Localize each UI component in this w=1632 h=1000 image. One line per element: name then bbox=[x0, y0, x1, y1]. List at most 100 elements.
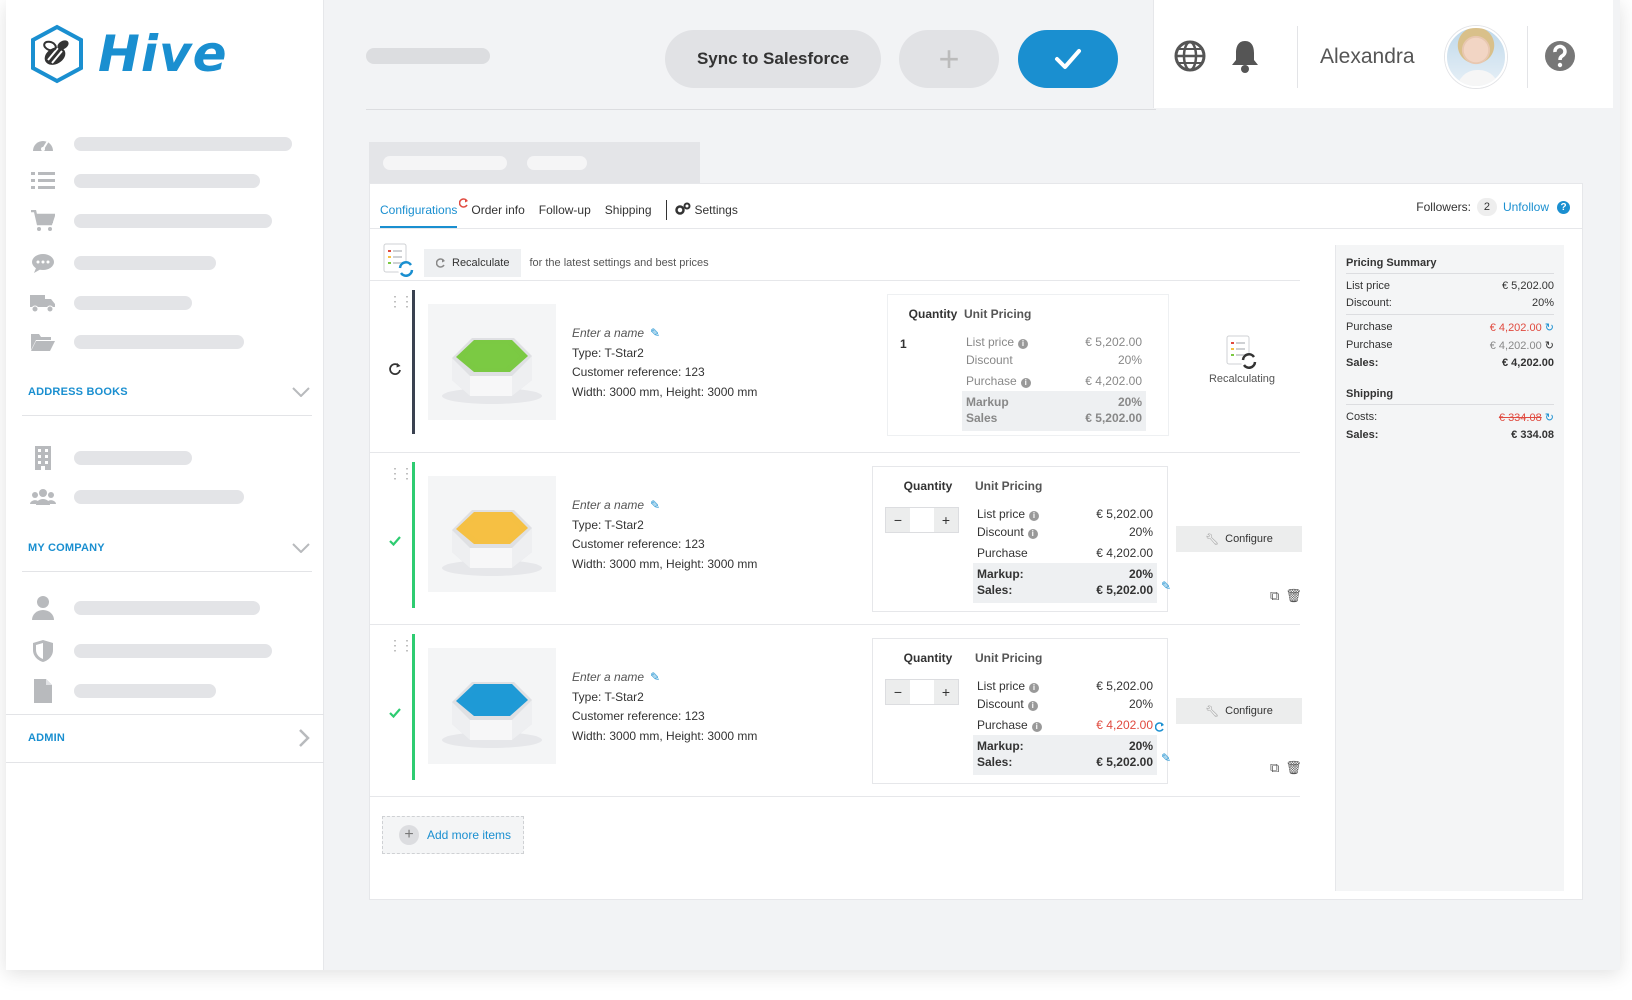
drag-handle-icon[interactable]: ⋮⋮ bbox=[388, 637, 414, 653]
gears-icon bbox=[674, 202, 691, 219]
purchase-row: Purchase € 4,202.00 bbox=[977, 546, 1153, 560]
tab-settings[interactable]: Settings bbox=[694, 203, 738, 217]
markup-label: Markup: bbox=[977, 739, 1024, 753]
nav-item-profile[interactable] bbox=[28, 593, 260, 623]
pricing-panel: Quantity Unit Pricing 1 List price i € 5,2… bbox=[887, 294, 1169, 436]
summary-sales: Sales: € 4,202.00 bbox=[1346, 357, 1554, 369]
quantity-stepper[interactable]: − + bbox=[885, 679, 959, 705]
name-field[interactable]: Enter a name ✎ bbox=[572, 496, 757, 516]
nav-label-placeholder bbox=[74, 644, 272, 658]
info-icon[interactable]: i bbox=[1031, 722, 1042, 732]
add-button[interactable]: + bbox=[899, 30, 999, 88]
user-name[interactable]: Alexandra bbox=[1320, 45, 1415, 68]
pencil-icon[interactable]: ✎ bbox=[650, 670, 661, 684]
copy-icon[interactable]: ⧉ bbox=[1270, 588, 1286, 603]
product-image[interactable] bbox=[428, 648, 556, 764]
tab-configurations[interactable]: Configurations bbox=[380, 203, 458, 228]
section-admin[interactable]: ADMIN bbox=[28, 728, 310, 748]
pencil-icon[interactable]: ✎ bbox=[1161, 751, 1172, 765]
refresh-icon[interactable]: ↻ bbox=[1544, 340, 1554, 352]
tab-order-info[interactable]: Order info bbox=[471, 203, 525, 217]
users-icon bbox=[28, 485, 58, 509]
drag-handle-icon[interactable]: ⋮⋮ bbox=[388, 465, 414, 481]
add-more-items-button[interactable]: + Add more items bbox=[382, 816, 524, 854]
divider bbox=[22, 415, 312, 416]
decrement-button[interactable]: − bbox=[886, 508, 910, 532]
pencil-icon[interactable]: ✎ bbox=[1161, 579, 1172, 593]
recalculate-button[interactable]: Recalculate bbox=[424, 248, 522, 277]
pencil-icon[interactable]: ✎ bbox=[650, 326, 661, 340]
configure-button[interactable]: 🔧︎ Configure bbox=[1176, 526, 1302, 552]
refresh-icon[interactable]: ↻ bbox=[1544, 412, 1554, 424]
app-window: Hive ADDRESS BOOKS bbox=[6, 0, 1620, 970]
nav-item-messages[interactable] bbox=[28, 248, 216, 278]
question-icon[interactable]: ? bbox=[1557, 200, 1570, 214]
unit-pricing-header: Unit Pricing bbox=[964, 307, 1032, 321]
section-my-company[interactable]: MY COMPANY bbox=[28, 542, 310, 554]
nav-item-contacts[interactable] bbox=[28, 482, 244, 512]
tab-follow-up[interactable]: Follow-up bbox=[538, 203, 591, 217]
pencil-icon[interactable]: ✎ bbox=[650, 498, 661, 512]
label: Sales: bbox=[1346, 429, 1379, 441]
info-icon[interactable]: i bbox=[1029, 683, 1040, 693]
refresh-icon[interactable] bbox=[1154, 719, 1165, 737]
customer-reference: Customer reference: 123 bbox=[572, 709, 705, 723]
product-image[interactable] bbox=[428, 304, 556, 420]
chevron-right-icon bbox=[299, 729, 310, 747]
configure-button[interactable]: 🔧︎ Configure bbox=[1176, 698, 1302, 724]
name-field[interactable]: Enter a name ✎ bbox=[572, 668, 757, 688]
avatar[interactable] bbox=[1445, 26, 1507, 88]
nav-item-documents[interactable] bbox=[28, 676, 216, 706]
info-icon[interactable]: i bbox=[1029, 511, 1040, 521]
nav-label-placeholder bbox=[74, 451, 192, 465]
info-icon[interactable]: i bbox=[1027, 529, 1038, 539]
unit-pricing-header: Unit Pricing bbox=[975, 479, 1043, 493]
copy-icon[interactable]: ⧉ bbox=[1270, 760, 1286, 775]
refresh-icon[interactable]: ↻ bbox=[1544, 322, 1554, 334]
logo[interactable]: Hive bbox=[28, 24, 228, 84]
nav-item-dashboard[interactable] bbox=[28, 129, 292, 159]
list-price-value: € 5,202.00 bbox=[1085, 335, 1142, 349]
decrement-button[interactable]: − bbox=[886, 680, 910, 704]
nav-item-shipping[interactable] bbox=[28, 288, 192, 318]
unfollow-link[interactable]: Unfollow bbox=[1502, 200, 1549, 214]
info-icon[interactable]: i bbox=[1018, 339, 1029, 349]
nav-item-list[interactable] bbox=[28, 166, 260, 196]
label: Purchase bbox=[1346, 321, 1393, 333]
product-image[interactable] bbox=[428, 476, 556, 592]
nav-item-files[interactable] bbox=[28, 327, 244, 357]
plus-circle-icon: + bbox=[399, 825, 419, 845]
nav-item-companies[interactable] bbox=[28, 443, 192, 473]
info-icon[interactable]: i bbox=[1027, 701, 1038, 711]
configure-label: Configure bbox=[1225, 533, 1273, 545]
drag-handle-icon[interactable]: ⋮⋮ bbox=[388, 293, 414, 309]
quantity-header: Quantity bbox=[903, 651, 953, 665]
section-address-books[interactable]: ADDRESS BOOKS bbox=[28, 386, 310, 398]
nav-item-cart[interactable] bbox=[28, 206, 272, 236]
increment-button[interactable]: + bbox=[934, 680, 958, 704]
info-icon[interactable]: i bbox=[1020, 378, 1031, 388]
sync-status-icon bbox=[388, 362, 402, 379]
quantity-stepper[interactable]: − + bbox=[885, 507, 959, 533]
followers: Followers: 2 Unfollow ? bbox=[1416, 198, 1570, 216]
section-label: MY COMPANY bbox=[28, 542, 105, 554]
value: € 5,202.00 bbox=[1502, 280, 1554, 292]
trash-icon[interactable]: 🗑︎ bbox=[1285, 588, 1308, 603]
status-border bbox=[412, 462, 415, 608]
sync-salesforce-button[interactable]: Sync to Salesforce bbox=[665, 30, 881, 88]
help-icon[interactable] bbox=[1544, 40, 1576, 77]
quantity-input[interactable] bbox=[910, 680, 934, 704]
check-icon bbox=[1055, 49, 1081, 69]
sales-row: Sales € 5,202.00 bbox=[966, 411, 1142, 425]
tab-shipping[interactable]: Shipping bbox=[604, 203, 652, 217]
increment-button[interactable]: + bbox=[934, 508, 958, 532]
markup-value: 20% bbox=[1128, 739, 1153, 753]
trash-icon[interactable]: 🗑︎ bbox=[1285, 760, 1308, 775]
name-field[interactable]: Enter a name ✎ bbox=[572, 324, 757, 344]
nav-item-security[interactable] bbox=[28, 636, 272, 666]
divider bbox=[370, 452, 1300, 453]
confirm-button[interactable] bbox=[1018, 30, 1118, 88]
quantity-input[interactable] bbox=[910, 508, 934, 532]
globe-icon[interactable] bbox=[1174, 40, 1206, 77]
bell-icon[interactable] bbox=[1229, 38, 1261, 79]
